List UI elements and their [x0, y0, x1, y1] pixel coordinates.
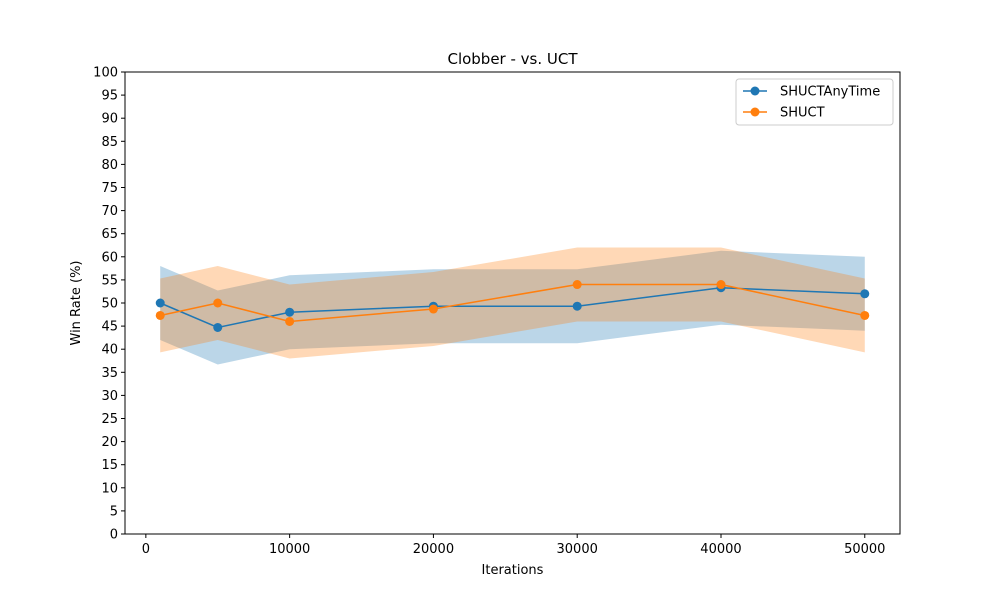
y-tick-label: 30	[101, 389, 118, 404]
chart-title: Clobber - vs. UCT	[447, 50, 578, 68]
y-tick-label: 85	[101, 135, 118, 150]
y-tick-label: 80	[101, 158, 118, 173]
y-tick-label: 65	[101, 227, 118, 242]
x-tick-label: 20000	[413, 542, 454, 557]
y-tick-label: 75	[101, 181, 118, 196]
y-tick-label: 55	[101, 273, 118, 288]
y-tick-label: 90	[101, 112, 118, 127]
x-tick-label: 40000	[700, 542, 741, 557]
y-tick-label: 70	[101, 204, 118, 219]
y-tick-label: 5	[110, 504, 118, 519]
y-tick-label: 15	[101, 458, 118, 473]
x-axis-ticks: 0 10000 20000 30000 40000 50000	[142, 534, 885, 557]
data-point	[155, 298, 165, 308]
legend-label-1: SHUCT	[780, 106, 825, 121]
legend-marker-1	[750, 107, 760, 117]
y-tick-label: 20	[101, 435, 118, 450]
y-tick-label: 35	[101, 366, 118, 381]
legend: SHUCTAnyTime SHUCT	[735, 78, 894, 126]
confidence-bands	[160, 247, 865, 365]
data-point	[572, 280, 582, 290]
x-tick-label: 10000	[269, 542, 310, 557]
y-tick-label: 50	[101, 297, 118, 312]
y-tick-label: 0	[110, 528, 118, 543]
legend-label-0: SHUCTAnyTime	[780, 85, 880, 100]
confidence-band-1	[160, 247, 865, 359]
data-point	[428, 304, 438, 314]
data-point	[155, 310, 165, 320]
x-tick-label: 30000	[557, 542, 598, 557]
y-tick-label: 25	[101, 412, 118, 427]
y-tick-label: 10	[101, 481, 118, 496]
series-points	[155, 280, 870, 332]
y-tick-label: 95	[101, 89, 118, 104]
data-point	[860, 289, 870, 299]
data-point	[716, 280, 726, 290]
data-point	[572, 301, 582, 311]
legend-marker-0	[750, 86, 760, 96]
data-point	[285, 307, 295, 317]
x-tick-label: 50000	[844, 542, 885, 557]
confidence-band-0	[160, 250, 865, 365]
y-tick-label: 100	[93, 66, 118, 81]
data-point	[213, 322, 223, 332]
y-axis-label: Win Rate (%)	[69, 261, 84, 346]
data-point	[285, 316, 295, 326]
y-tick-label: 60	[101, 250, 118, 265]
legend-box	[735, 78, 894, 126]
data-point	[213, 298, 223, 308]
data-point	[860, 310, 870, 320]
x-tick-label: 0	[142, 542, 150, 557]
y-axis-ticks: 0 5 10 15 20 25 30 35 40 45 50 55 60 65 70 75 80 85 90 95 10…	[93, 66, 125, 543]
y-tick-label: 40	[101, 343, 118, 358]
x-axis-label: Iterations	[482, 563, 544, 578]
y-tick-label: 45	[101, 320, 118, 335]
